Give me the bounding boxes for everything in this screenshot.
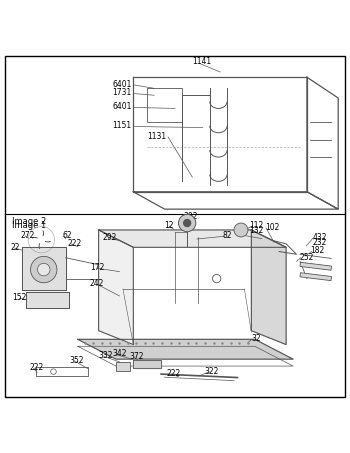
Text: Image 2: Image 2 bbox=[12, 217, 46, 226]
Text: 132: 132 bbox=[250, 226, 264, 235]
Bar bbox=[147, 87, 182, 122]
Circle shape bbox=[178, 214, 196, 231]
Polygon shape bbox=[22, 247, 66, 290]
Polygon shape bbox=[78, 339, 293, 359]
Text: 302: 302 bbox=[184, 212, 198, 221]
Text: 102: 102 bbox=[265, 223, 280, 232]
Text: 352: 352 bbox=[69, 356, 84, 365]
Text: Image 1: Image 1 bbox=[12, 222, 46, 230]
Text: 322: 322 bbox=[204, 367, 219, 376]
Text: 292: 292 bbox=[102, 233, 117, 242]
Text: 1731: 1731 bbox=[112, 88, 132, 97]
Text: 6401: 6401 bbox=[112, 80, 132, 89]
Text: 222: 222 bbox=[67, 239, 82, 248]
Text: 232: 232 bbox=[312, 238, 327, 247]
Text: 222: 222 bbox=[166, 369, 181, 378]
Text: 1141: 1141 bbox=[193, 57, 211, 66]
Circle shape bbox=[234, 223, 248, 237]
Polygon shape bbox=[251, 230, 286, 345]
Text: 22: 22 bbox=[10, 243, 20, 252]
Text: 272: 272 bbox=[21, 231, 35, 240]
Text: 332: 332 bbox=[98, 351, 112, 360]
Text: 242: 242 bbox=[90, 279, 104, 288]
Text: 172: 172 bbox=[90, 263, 104, 272]
Text: 222: 222 bbox=[29, 363, 43, 372]
Text: 252: 252 bbox=[300, 253, 314, 261]
Text: 1151: 1151 bbox=[112, 121, 132, 130]
Text: 112: 112 bbox=[250, 222, 264, 230]
Text: 182: 182 bbox=[310, 246, 325, 255]
Bar bbox=[116, 362, 130, 371]
Circle shape bbox=[37, 263, 50, 276]
Polygon shape bbox=[133, 360, 161, 368]
Text: 12: 12 bbox=[164, 222, 174, 230]
Polygon shape bbox=[99, 230, 133, 345]
Bar bbox=[300, 262, 331, 270]
Polygon shape bbox=[99, 230, 286, 247]
Circle shape bbox=[184, 220, 191, 226]
Text: 432: 432 bbox=[312, 233, 327, 242]
Bar bbox=[300, 273, 331, 281]
Text: 62: 62 bbox=[62, 231, 72, 240]
Text: 1131: 1131 bbox=[147, 132, 166, 141]
Text: 372: 372 bbox=[130, 352, 144, 361]
Text: 6401: 6401 bbox=[112, 102, 132, 111]
Text: 32: 32 bbox=[251, 334, 261, 343]
Circle shape bbox=[30, 256, 57, 283]
Polygon shape bbox=[26, 293, 69, 308]
Text: 152: 152 bbox=[12, 293, 26, 302]
Text: 82: 82 bbox=[223, 231, 232, 240]
Text: 342: 342 bbox=[112, 349, 127, 358]
